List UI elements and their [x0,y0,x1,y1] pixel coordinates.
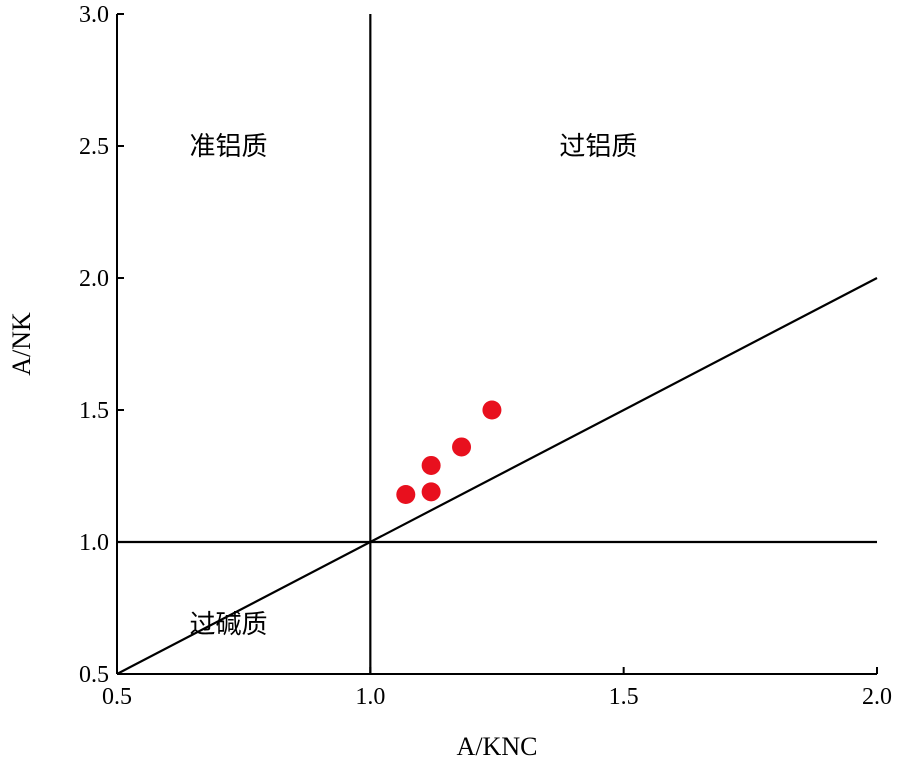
y-tick-label: 1.0 [79,530,109,556]
x-tick-label: 1.0 [355,684,385,710]
y-tick-label: 3.0 [79,2,109,28]
data-point [452,437,472,457]
x-tick-label: 0.5 [102,684,132,710]
x-axis-ticks: 0.5 1.0 1.5 2.0 [102,667,892,710]
y-tick-label: 2.0 [79,266,109,292]
y-tick-label: 2.5 [79,134,109,160]
y-tick-label: 0.5 [79,662,109,688]
y-axis-label: A/NK [7,312,36,376]
x-axis-label: A/KNC [457,732,538,761]
region-label: 过碱质 [189,610,267,640]
y-axis-ticks: 0.5 1.0 1.5 2.0 2.5 3.0 [79,2,124,688]
x-tick-label: 1.5 [609,684,639,710]
region-label: 准铝质 [189,132,267,162]
reference-line-2 [116,277,878,675]
data-point [396,484,416,504]
data-point [421,482,441,502]
reference-lines [116,14,878,675]
x-tick-label: 2.0 [862,684,892,710]
y-tick-label: 1.5 [79,398,109,424]
plot-area [116,14,877,675]
data-point [482,400,502,420]
data-points [396,400,502,504]
data-point [421,455,441,475]
region-label: 过铝质 [559,132,637,162]
